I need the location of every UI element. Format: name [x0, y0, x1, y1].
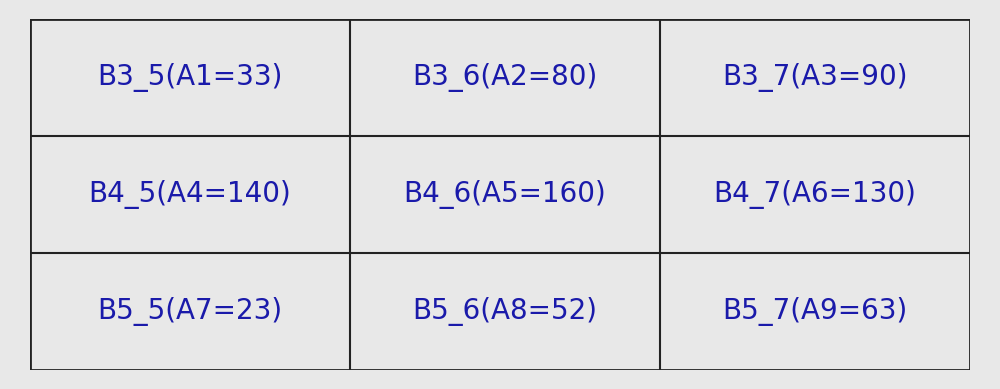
Text: B3_7(A3=90): B3_7(A3=90) [722, 63, 908, 92]
Text: B4_7(A6=130): B4_7(A6=130) [713, 180, 916, 209]
Text: B5_5(A7=23): B5_5(A7=23) [97, 296, 282, 326]
Text: B5_7(A9=63): B5_7(A9=63) [722, 296, 908, 326]
Text: B3_6(A2=80): B3_6(A2=80) [412, 63, 597, 92]
Text: B3_5(A1=33): B3_5(A1=33) [97, 63, 282, 92]
Text: B4_6(A5=160): B4_6(A5=160) [403, 180, 606, 209]
Text: B4_5(A4=140): B4_5(A4=140) [88, 180, 291, 209]
Text: B5_6(A8=52): B5_6(A8=52) [412, 296, 597, 326]
